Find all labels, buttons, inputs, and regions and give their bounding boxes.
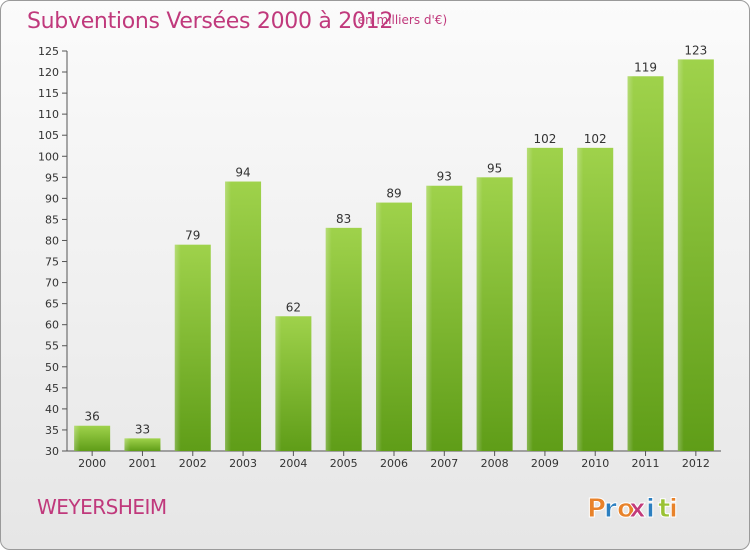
x-tick-label: 2002 [179, 457, 207, 470]
data-label: 62 [286, 300, 301, 314]
y-tick-label: 50 [45, 361, 59, 374]
y-tick-label: 55 [45, 340, 59, 353]
chart-title: Subventions Versées 2000 à 2012 [27, 9, 394, 34]
x-tick-label: 2001 [128, 457, 156, 470]
data-label: 102 [584, 132, 607, 146]
x-tick-label: 2000 [78, 457, 106, 470]
y-tick-label: 125 [38, 45, 59, 58]
bar-highlight [225, 181, 232, 452]
y-tick-label: 105 [38, 129, 59, 142]
data-label: 102 [533, 132, 556, 146]
y-tick-label: 75 [45, 256, 59, 269]
bar-highlight [426, 185, 433, 451]
y-tick-label: 45 [45, 382, 59, 395]
bar-highlight [174, 244, 181, 451]
y-tick-label: 65 [45, 298, 59, 311]
bar-highlight [476, 177, 483, 451]
y-tick-label: 35 [45, 424, 59, 437]
logo-letter: o [617, 494, 635, 524]
logo-letter: r [604, 494, 617, 524]
x-tick-label: 2004 [279, 457, 307, 470]
logo-letter: i [669, 494, 678, 524]
y-tick-label: 120 [38, 66, 59, 79]
y-tick-label: 70 [45, 277, 59, 290]
data-label: 89 [386, 187, 401, 201]
logo-letter: t [658, 494, 670, 524]
bar-highlight [526, 147, 533, 451]
bar-highlight [325, 227, 332, 451]
logo-letter: x [629, 494, 646, 524]
bar-highlight [376, 202, 382, 451]
commune-name: WEYERSHEIM [37, 495, 167, 519]
data-label: 36 [85, 410, 100, 424]
bar-highlight [275, 316, 282, 451]
logo-letter: P [587, 494, 606, 524]
logo-letter: i [646, 494, 655, 524]
x-tick-label: 2003 [229, 457, 257, 470]
x-tick-label: 2009 [531, 457, 559, 470]
y-tick-label: 40 [45, 403, 59, 416]
bar-highlight [627, 76, 634, 452]
x-tick-label: 2005 [330, 457, 358, 470]
bar-highlight [577, 147, 584, 451]
proxiti-logo: Pr ox i ti [587, 494, 679, 525]
y-tick-label: 95 [45, 171, 59, 184]
bar-highlight [74, 425, 81, 451]
y-tick-label: 60 [45, 319, 59, 332]
y-axis: 30 35 40 45 50 55 60 65 70 75 80 85 90 95 100 105 110 115… [38, 45, 68, 458]
data-label: 83 [336, 212, 351, 226]
bars [74, 59, 714, 452]
bar-highlight [677, 59, 684, 451]
x-tick-label: 2008 [481, 457, 509, 470]
y-tick-label: 115 [38, 87, 59, 100]
x-tick-label: 2007 [430, 457, 458, 470]
y-tick-label: 30 [45, 445, 59, 458]
y-tick-label: 110 [38, 108, 59, 121]
data-label: 95 [487, 161, 502, 175]
y-tick-label: 80 [45, 234, 59, 247]
y-tick-label: 100 [38, 150, 59, 163]
y-tick-label: 90 [45, 192, 59, 205]
data-label: 94 [235, 166, 250, 180]
y-tick-label: 85 [45, 213, 59, 226]
x-tick-label: 2011 [632, 457, 660, 470]
unit-note: (en milliers d'€) [353, 13, 448, 27]
x-tick-label: 2010 [581, 457, 609, 470]
data-labels: 36 33 79 94 62 83 89 93 95 102 102 119 123 [85, 43, 708, 436]
data-label: 33 [135, 422, 150, 436]
data-label: 119 [634, 60, 657, 74]
x-tick-label: 2012 [682, 457, 710, 470]
data-label: 93 [437, 170, 452, 184]
bar-highlight [124, 438, 131, 451]
bar [124, 438, 161, 451]
data-label: 79 [185, 229, 200, 243]
data-label: 123 [684, 43, 707, 57]
x-axis: 2000 2001 2002 2003 2004 2005 2006 2007 2008 2009… [67, 450, 721, 470]
x-tick-label: 2006 [380, 457, 408, 470]
